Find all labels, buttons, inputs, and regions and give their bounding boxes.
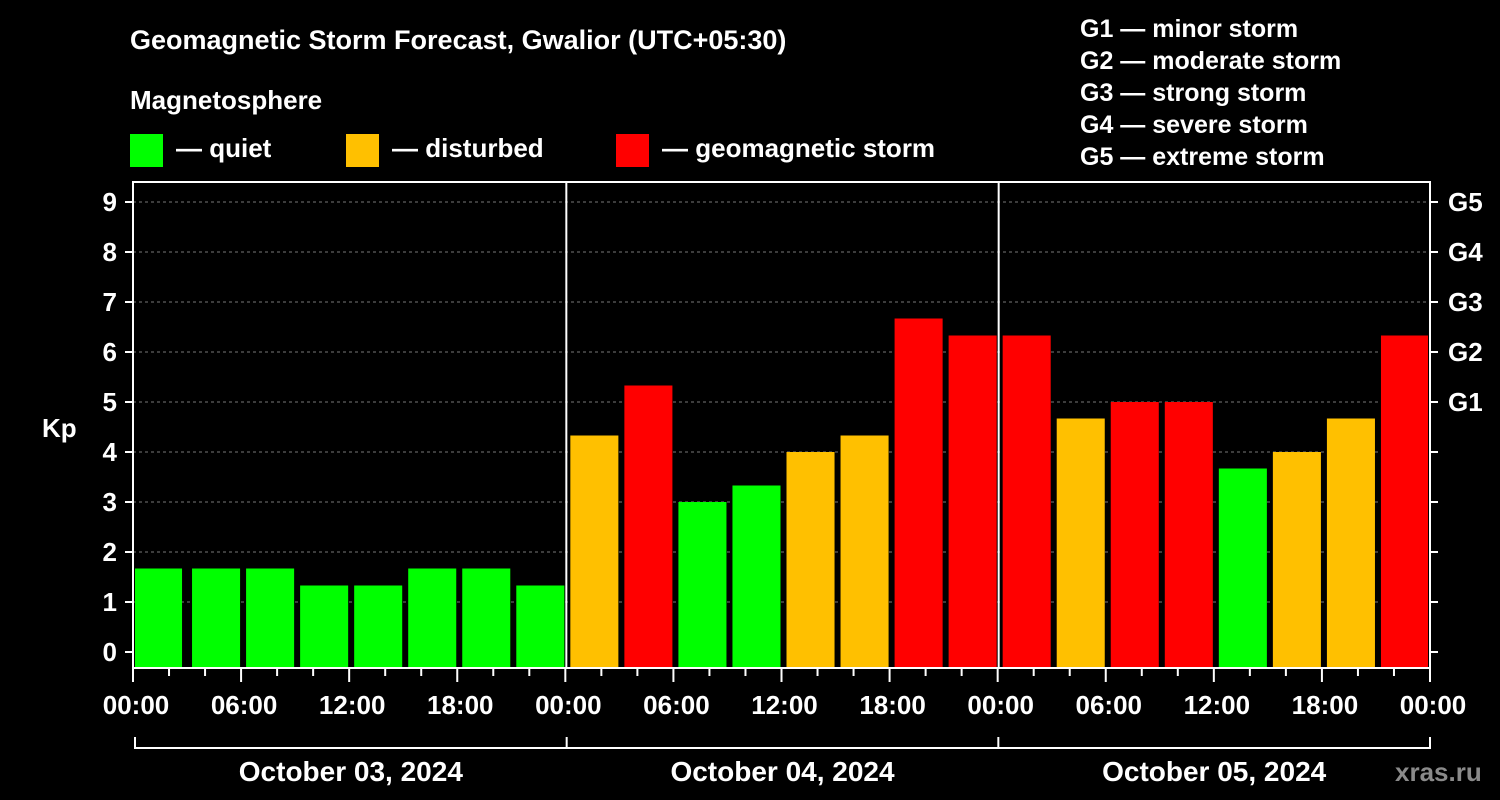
bar-4 bbox=[354, 585, 403, 668]
bar-23 bbox=[1380, 335, 1428, 668]
storm-scale-g2: G2 — moderate storm bbox=[1080, 47, 1341, 75]
bar-19 bbox=[1164, 402, 1213, 668]
g-level-label-g2: G2 bbox=[1448, 337, 1483, 367]
storm-scale-g1: G1 — minor storm bbox=[1080, 15, 1298, 43]
y-axis-ticks: 0 1 2 3 4 5 6 7 8 9 bbox=[103, 187, 1438, 667]
chart-title: Geomagnetic Storm Forecast, Gwalior (UTC… bbox=[130, 25, 786, 55]
legend-swatch-disturbed bbox=[346, 134, 379, 167]
g-level-label-g4: G4 bbox=[1448, 237, 1483, 267]
bar-14 bbox=[894, 318, 943, 668]
bar-13 bbox=[840, 435, 889, 668]
bar-16 bbox=[1002, 335, 1051, 668]
y-tick-label-0: 0 bbox=[103, 637, 117, 667]
x-tick-label-9: 06:00 bbox=[1076, 690, 1143, 720]
bar-0 bbox=[135, 568, 183, 668]
y-tick-label-6: 6 bbox=[103, 337, 117, 367]
x-tick-label-12: 00:00 bbox=[1400, 690, 1467, 720]
storm-scale-g3: G3 — strong storm bbox=[1080, 79, 1306, 107]
bar-12 bbox=[786, 452, 835, 668]
bar-9 bbox=[624, 385, 673, 668]
storm-scale-g4: G4 — severe storm bbox=[1080, 111, 1308, 139]
x-tick-label-2: 12:00 bbox=[319, 690, 386, 720]
x-tick-label-7: 18:00 bbox=[859, 690, 926, 720]
bar-3 bbox=[300, 585, 349, 668]
x-axis-ticks: 00:00 06:00 12:00 18:00 00:00 06:00 12:00 18:00… bbox=[103, 668, 1467, 720]
y-axis-label: Kp bbox=[42, 413, 77, 443]
y-tick-label-2: 2 bbox=[103, 537, 117, 567]
bar-20 bbox=[1218, 468, 1267, 668]
grid-lines bbox=[133, 201, 1430, 603]
date-label-0: October 03, 2024 bbox=[239, 756, 464, 787]
legend-swatch-storm bbox=[616, 134, 649, 167]
bar-8 bbox=[570, 435, 619, 668]
right-axis-ticks: G1 G2 G3 G4 G5 bbox=[1448, 187, 1483, 417]
y-tick-label-5: 5 bbox=[103, 387, 117, 417]
storm-scale-legend: G1 — minor storm G2 — moderate storm G3 … bbox=[1080, 15, 1341, 171]
watermark: xras.ru bbox=[1395, 757, 1482, 787]
legend: — quiet — disturbed — geomagnetic storm bbox=[130, 133, 935, 167]
date-label-1: October 04, 2024 bbox=[670, 756, 895, 787]
bar-17 bbox=[1056, 418, 1105, 668]
x-tick-label-4: 00:00 bbox=[535, 690, 602, 720]
y-tick-label-7: 7 bbox=[103, 287, 117, 317]
bar-2 bbox=[246, 568, 295, 668]
bar-1 bbox=[192, 568, 241, 668]
bar-22 bbox=[1326, 418, 1375, 668]
bar-5 bbox=[408, 568, 457, 668]
x-tick-label-11: 18:00 bbox=[1292, 690, 1359, 720]
x-tick-label-10: 12:00 bbox=[1184, 690, 1251, 720]
bars bbox=[135, 318, 1428, 668]
g-level-label-g3: G3 bbox=[1448, 287, 1483, 317]
bar-7 bbox=[516, 585, 565, 668]
bar-11 bbox=[732, 485, 781, 668]
legend-label-quiet: — quiet bbox=[176, 133, 272, 163]
g-level-label-g1: G1 bbox=[1448, 387, 1483, 417]
x-tick-label-6: 12:00 bbox=[751, 690, 818, 720]
date-axis: October 03, 2024 October 04, 2024 October … bbox=[134, 737, 1431, 787]
bar-15 bbox=[948, 335, 997, 668]
legend-swatch-quiet bbox=[130, 134, 163, 167]
day-separators bbox=[565, 182, 1000, 668]
bar-10 bbox=[678, 502, 727, 668]
y-tick-label-9: 9 bbox=[103, 187, 117, 217]
y-tick-label-1: 1 bbox=[103, 587, 117, 617]
x-tick-label-1: 06:00 bbox=[211, 690, 278, 720]
bar-21 bbox=[1272, 452, 1321, 668]
y-tick-label-4: 4 bbox=[103, 437, 118, 467]
x-tick-label-0: 00:00 bbox=[103, 690, 170, 720]
legend-label-storm: — geomagnetic storm bbox=[662, 133, 935, 163]
bar-6 bbox=[462, 568, 511, 668]
bar-18 bbox=[1110, 402, 1159, 668]
storm-scale-g5: G5 — extreme storm bbox=[1080, 143, 1325, 171]
x-tick-label-3: 18:00 bbox=[427, 690, 494, 720]
y-tick-label-8: 8 bbox=[103, 237, 117, 267]
legend-label-disturbed: — disturbed bbox=[392, 133, 544, 163]
x-tick-label-5: 06:00 bbox=[643, 690, 710, 720]
date-label-2: October 05, 2024 bbox=[1102, 756, 1327, 787]
legend-title: Magnetosphere bbox=[130, 85, 322, 115]
y-tick-label-3: 3 bbox=[103, 487, 117, 517]
x-tick-label-8: 00:00 bbox=[967, 690, 1034, 720]
g-level-label-g5: G5 bbox=[1448, 187, 1483, 217]
